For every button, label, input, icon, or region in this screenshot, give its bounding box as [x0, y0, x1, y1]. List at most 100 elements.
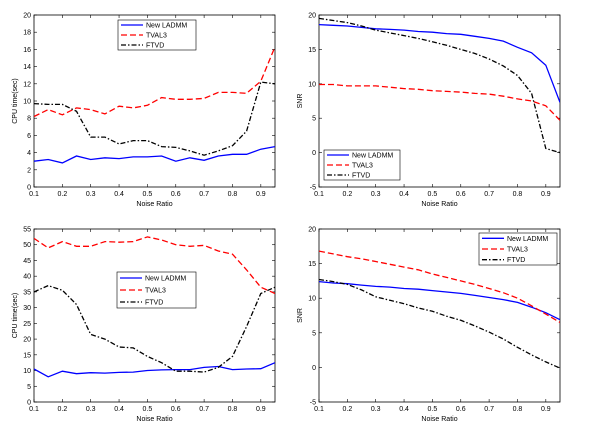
x-tick-label: 0.9	[256, 406, 266, 413]
x-tick-label: 0.4	[114, 191, 124, 198]
y-tick-label: 30	[23, 305, 31, 312]
x-axis-label: Noise Ratio	[421, 201, 457, 208]
y-tick-label: 8	[27, 116, 31, 123]
x-tick-label: 0.5	[143, 191, 153, 198]
legend-label: FTVD	[146, 43, 164, 50]
x-tick-label: 0.9	[541, 191, 551, 198]
x-tick-label: 0.7	[484, 191, 494, 198]
series-line-tval3	[34, 46, 275, 118]
y-tick-label: 20	[308, 13, 316, 20]
x-tick-label: 0.3	[371, 406, 381, 413]
y-tick-label: 5	[312, 330, 316, 337]
x-axis-label: Noise Ratio	[421, 416, 457, 423]
x-tick-label: 0.6	[171, 191, 181, 198]
y-tick-label: 15	[308, 47, 316, 54]
plot-area	[33, 228, 276, 403]
series-line-ftvd	[319, 278, 560, 369]
x-tick-label: 0.8	[228, 406, 238, 413]
x-tick-label: 0.5	[428, 191, 438, 198]
x-tick-label: 0.1	[314, 406, 324, 413]
x-tick-label: 0.3	[86, 191, 96, 198]
legend-label: New LADMM	[145, 276, 186, 283]
y-tick-label: 5	[27, 384, 31, 391]
y-tick-label: 14	[23, 64, 31, 71]
series-line-tval3	[319, 83, 560, 121]
x-tick-label: 0.3	[86, 406, 96, 413]
x-axis-label: Noise Ratio	[136, 201, 172, 208]
y-tick-label: 20	[23, 337, 31, 344]
x-tick-label: 0.2	[342, 406, 352, 413]
legend: New LADMM TVAL3 FTVD	[117, 19, 197, 51]
chart-panel-2: 0.1 0.2 0.3 0.4 0.5 0.6 0.7 0.8 0.9 -5 0 5 10 15 20 Noi…	[297, 13, 561, 208]
series-line-new-ladmm	[319, 280, 560, 321]
legend: New LADMM TVAL3 FTVD	[478, 232, 558, 266]
x-tick-label: 0.8	[513, 191, 523, 198]
series-line-new-ladmm	[34, 362, 275, 378]
x-tick-label: 0.7	[199, 191, 209, 198]
x-tick-label: 0.1	[314, 191, 324, 198]
y-tick-label: 0	[312, 365, 316, 372]
y-tick-label: 10	[23, 99, 31, 106]
y-tick-label: 10	[308, 296, 316, 303]
y-tick-label: 20	[308, 227, 316, 234]
x-tick-label: 0.8	[228, 191, 238, 198]
y-tick-label: 25	[23, 321, 31, 328]
x-tick-label: 0.4	[399, 191, 409, 198]
legend-label: New LADMM	[352, 153, 393, 160]
chart-panel-4: 0.1 0.2 0.3 0.4 0.5 0.6 0.7 0.8 0.9 -5 0 5 10 15 20 Noi…	[297, 227, 561, 423]
y-tick-label: 10	[308, 81, 316, 88]
x-tick-label: 0.7	[199, 406, 209, 413]
y-tick-label: -5	[310, 400, 316, 407]
series-line-ftvd	[34, 81, 275, 156]
legend-label: TVAL3	[145, 288, 166, 295]
y-tick-label: 4	[27, 150, 31, 157]
x-tick-label: 0.5	[428, 406, 438, 413]
x-tick-label: 0.2	[57, 191, 67, 198]
legend-label: New LADMM	[146, 23, 187, 30]
x-tick-label: 0.4	[399, 406, 409, 413]
y-tick-label: -5	[310, 185, 316, 192]
x-tick-label: 0.7	[484, 406, 494, 413]
y-tick-label: 5	[312, 116, 316, 123]
legend-label: TVAL3	[352, 163, 373, 170]
y-axis-label: SNR	[297, 94, 304, 109]
series-line-new-ladmm	[34, 145, 275, 164]
x-tick-label: 0.1	[29, 406, 39, 413]
y-tick-label: 16	[23, 47, 31, 54]
x-tick-label: 0.1	[29, 191, 39, 198]
series-line-new-ladmm	[319, 23, 560, 103]
y-axis-label: SNR	[297, 308, 304, 323]
legend-label: FTVD	[145, 300, 163, 307]
legend: New LADMM TVAL3 FTVD	[323, 149, 401, 181]
legend-label: TVAL3	[507, 247, 528, 254]
x-tick-label: 0.5	[143, 406, 153, 413]
chart-panel-3: 0.1 0.2 0.3 0.4 0.5 0.6 0.7 0.8 0.9 0 5 10 15 20 25 30 3…	[12, 227, 276, 423]
x-tick-label: 0.2	[57, 406, 67, 413]
legend-label: New LADMM	[507, 236, 548, 243]
legend: New LADMM TVAL3 FTVD	[116, 271, 197, 309]
chart-panel-1: 0.1 0.2 0.3 0.4 0.5 0.6 0.7 0.8 0.9 0 2 4 6 8 10 12 14 16…	[12, 13, 276, 208]
series-line-ftvd	[34, 284, 275, 373]
x-tick-label: 0.8	[513, 406, 523, 413]
y-tick-label: 12	[23, 81, 31, 88]
y-tick-label: 50	[23, 242, 31, 249]
y-tick-label: 0	[27, 185, 31, 192]
x-tick-label: 0.4	[114, 406, 124, 413]
series-line-tval3	[319, 250, 560, 323]
series-line-tval3	[34, 236, 275, 295]
y-tick-label: 18	[23, 30, 31, 37]
legend-label: TVAL3	[146, 33, 167, 40]
y-tick-label: 45	[23, 258, 31, 265]
y-tick-label: 10	[23, 368, 31, 375]
y-tick-label: 35	[23, 289, 31, 296]
legend-label: FTVD	[507, 257, 525, 264]
y-tick-label: 15	[23, 352, 31, 359]
y-tick-label: 20	[23, 13, 31, 20]
x-tick-label: 0.3	[371, 191, 381, 198]
x-axis-label: Noise Ratio	[136, 416, 172, 423]
legend-label: FTVD	[352, 173, 370, 180]
y-tick-label: 6	[27, 133, 31, 140]
x-tick-label: 0.6	[171, 406, 181, 413]
y-axis-label: CPU time(sec)	[12, 293, 19, 339]
